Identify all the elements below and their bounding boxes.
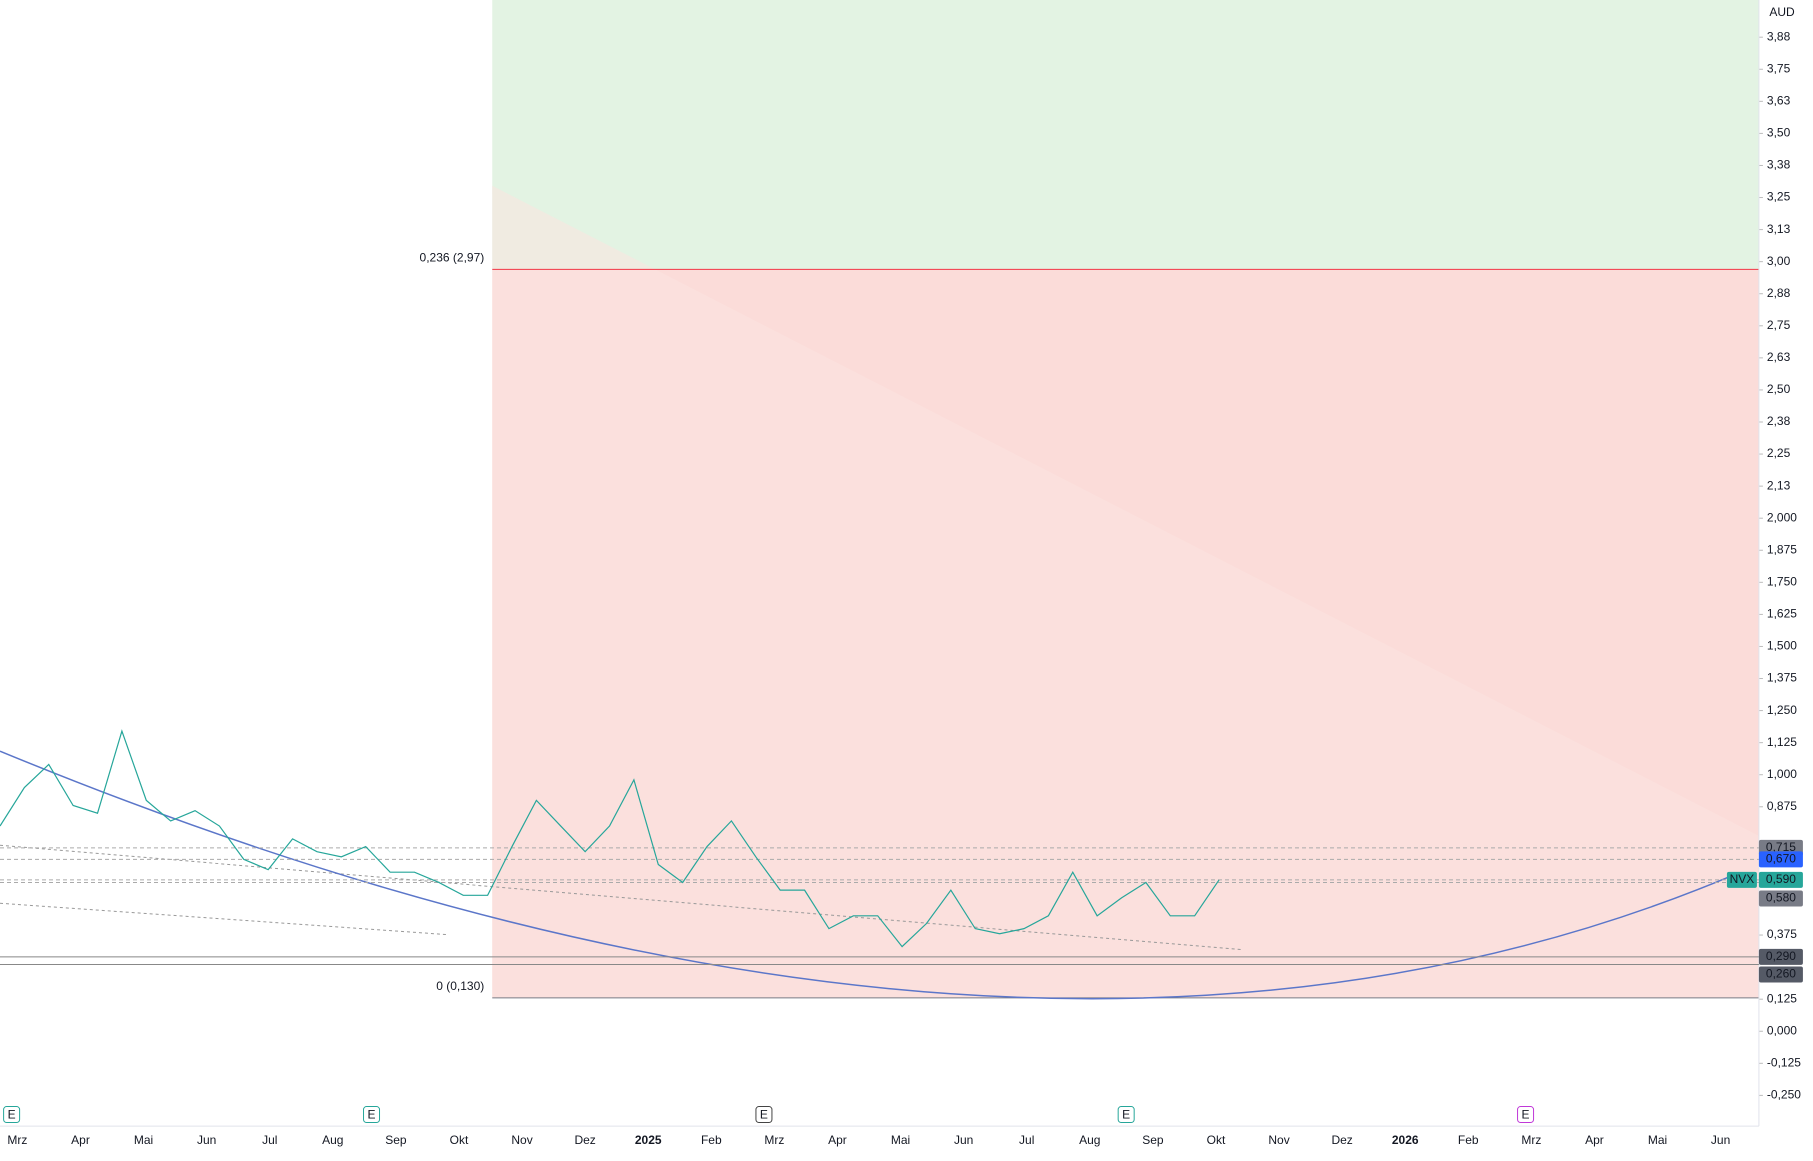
y-tick-label: 2,25 [1767,446,1791,460]
event-label: E [368,1108,376,1122]
y-tick-label: 1,125 [1767,735,1797,749]
y-tick-label: 3,25 [1767,190,1791,204]
x-tick-label: Feb [1458,1133,1479,1147]
x-tick-label: Dez [574,1133,595,1147]
event-marker [755,1106,773,1124]
x-tick-label: Mrz [764,1133,784,1147]
x-tick-label: Nov [511,1133,532,1147]
y-tick-label: 3,63 [1767,94,1791,108]
y-tick-label: 3,13 [1767,222,1791,236]
y-tick-label: 0,125 [1767,991,1797,1005]
price-tag-label: 0,670 [1766,852,1796,866]
price-tag-label: 0,590 [1766,872,1796,886]
price-tag-label: 0,715 [1766,840,1796,854]
fib-label: 0 (0,130) [436,979,484,993]
y-tick-label: 0,000 [1767,1023,1797,1037]
x-tick-label: Jul [1019,1133,1034,1147]
y-tick-label: 1,000 [1767,767,1797,781]
y-tick-label: 3,50 [1767,126,1791,140]
y-tick-label: 2,75 [1767,318,1791,332]
event-label: E [8,1108,16,1122]
y-tick-label: 1,250 [1767,703,1797,717]
event-marker [363,1106,381,1124]
x-tick-label: 2026 [1392,1133,1419,1147]
symbol-tag [1726,871,1757,888]
y-tick-label: 2,63 [1767,350,1791,364]
x-tick-label: Mai [1648,1133,1667,1147]
x-tick-label: Okt [450,1133,469,1147]
y-tick-label: -0,125 [1767,1055,1801,1069]
y-tick-label: 1,500 [1767,639,1797,653]
price-line [0,729,1220,948]
x-tick-label: Sep [1142,1133,1164,1147]
y-tick-label: 3,88 [1767,29,1791,43]
x-tick-label: Okt [1207,1133,1226,1147]
x-tick-label: Aug [1079,1133,1100,1147]
x-tick-label: Apr [1585,1133,1604,1147]
price-tag [1758,851,1803,868]
x-tick-label: Mai [134,1133,153,1147]
price-tag-label: 0,580 [1766,891,1796,905]
curve [0,750,1731,1000]
y-tick-label: 2,13 [1767,478,1791,492]
x-tick-label: Jun [1711,1133,1730,1147]
event-marker [1517,1106,1535,1124]
event-label: E [760,1108,768,1122]
x-tick-label: 2025 [635,1133,662,1147]
event-marker [3,1106,21,1124]
y-tick-label: 0,875 [1767,799,1797,813]
y-tick-label: 3,75 [1767,61,1791,75]
symbol-label: NVX [1730,872,1755,886]
event-label: E [1522,1108,1530,1122]
y-tick-label: 2,88 [1767,286,1791,300]
price-tag-label: 0,260 [1766,967,1796,981]
x-tick-label: Nov [1268,1133,1289,1147]
price-tag [1758,890,1803,907]
target-zone [492,0,1759,270]
price-tag-label: 0,290 [1766,949,1796,963]
x-tick-label: Aug [322,1133,343,1147]
x-tick-label: Dez [1331,1133,1352,1147]
x-tick-label: Jul [262,1133,277,1147]
price-tag [1758,871,1803,888]
y-tick-label: 2,50 [1767,382,1791,396]
y-tick-label: 1,750 [1767,574,1797,588]
x-tick-label: Jun [197,1133,216,1147]
y-tick-label: 1,875 [1767,542,1797,556]
y-tick-label: 1,625 [1767,607,1797,621]
x-tick-label: Feb [701,1133,722,1147]
y-tick-label: 3,00 [1767,254,1791,268]
x-tick-label: Mai [891,1133,910,1147]
x-tick-label: Mrz [7,1133,27,1147]
x-tick-label: Jun [954,1133,973,1147]
x-tick-label: Apr [828,1133,847,1147]
trend-line [0,844,1243,951]
y-tick-label: 2,000 [1767,510,1797,524]
y-tick-label: 0,375 [1767,927,1797,941]
price-tag [1758,948,1803,965]
x-tick-label: Sep [385,1133,407,1147]
trend-line [0,902,448,936]
x-tick-label: Apr [71,1133,90,1147]
projection-zone [492,185,1759,998]
y-tick-label: -0,250 [1767,1088,1801,1102]
fib-label: 0,236 (2,97) [420,251,485,265]
x-tick-label: Mrz [1521,1133,1541,1147]
y-tick-label: 3,38 [1767,158,1791,172]
event-marker [1117,1106,1135,1124]
price-tag [1758,966,1803,983]
currency: AUD [1769,5,1795,19]
y-tick-label: 2,38 [1767,414,1791,428]
event-label: E [1122,1108,1130,1122]
y-tick-label: 1,375 [1767,671,1797,685]
